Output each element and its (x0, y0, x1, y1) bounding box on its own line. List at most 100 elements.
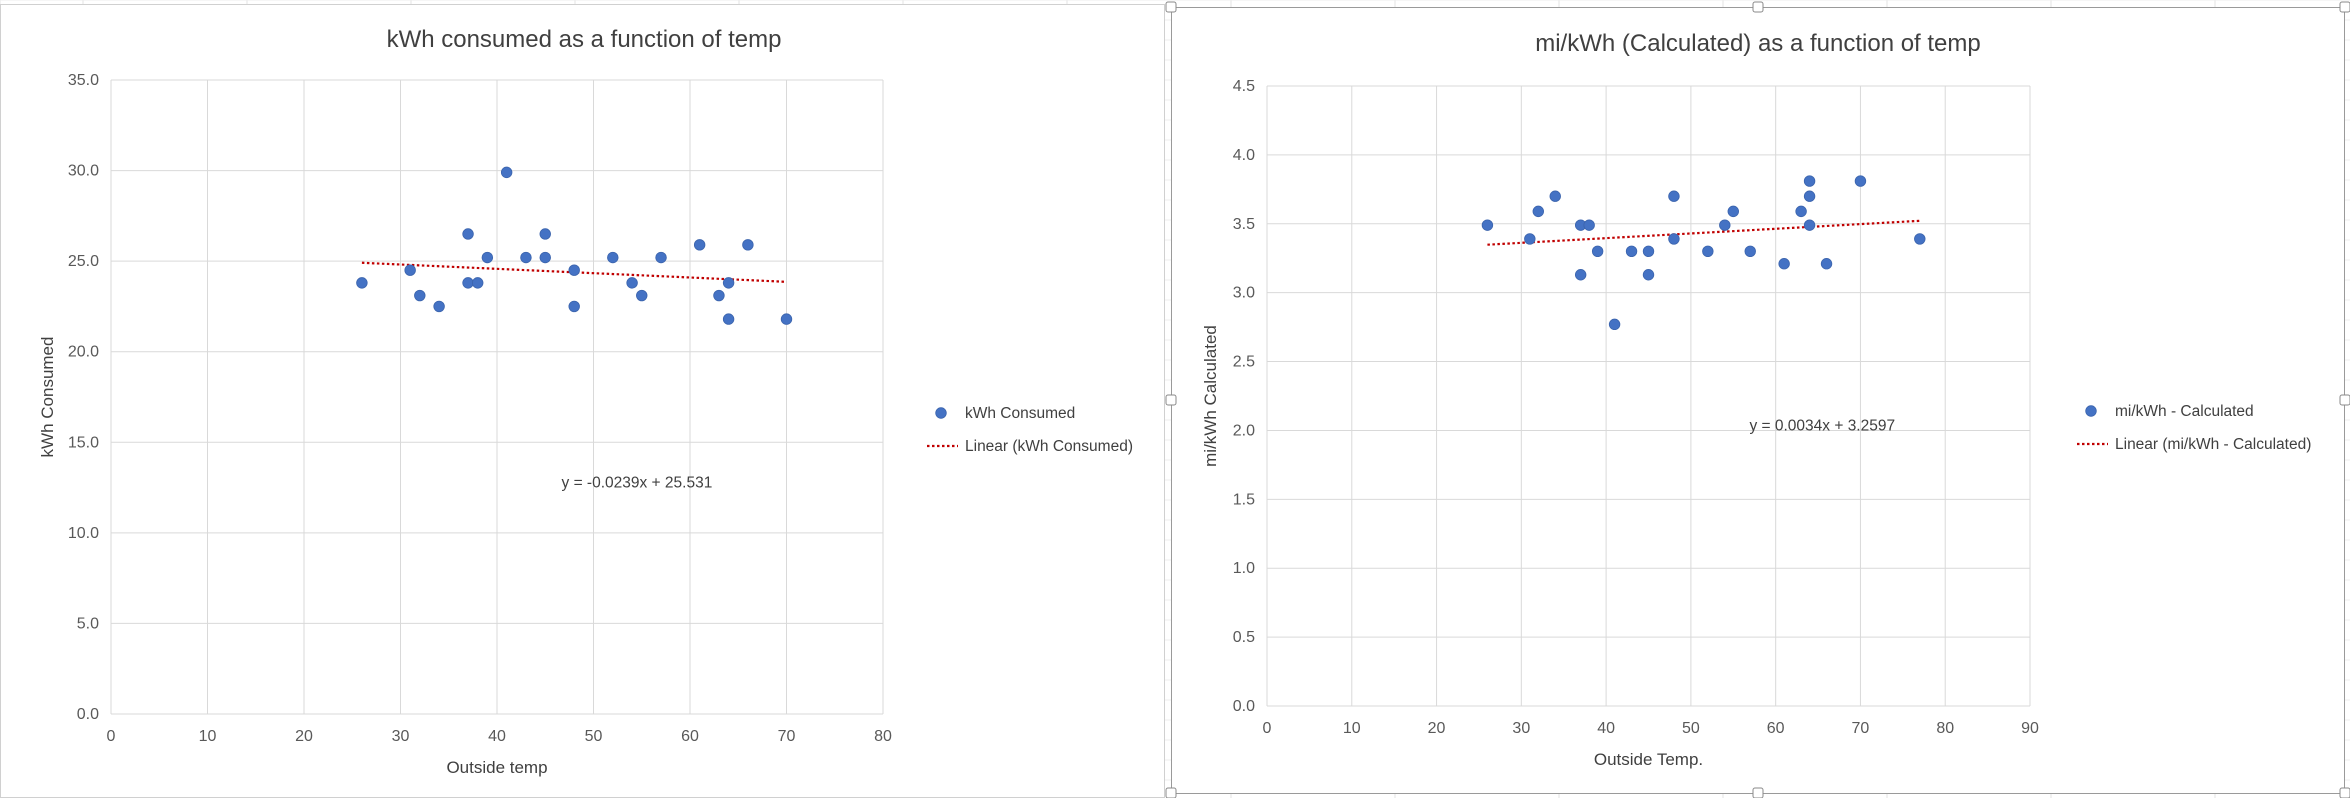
resize-handle[interactable] (1165, 1, 1177, 13)
data-point[interactable] (481, 251, 494, 264)
y-tick-label: 3.5 (1233, 216, 1255, 233)
y-tick-label: 4.0 (1233, 147, 1255, 164)
y-tick-label: 1.5 (1233, 491, 1255, 508)
data-point[interactable] (1591, 245, 1604, 258)
data-point[interactable] (1702, 245, 1714, 258)
legend-label-series: mi/kWh - Calculated (2115, 403, 2254, 420)
x-tick-label: 10 (199, 728, 217, 745)
data-point[interactable] (1642, 245, 1655, 258)
x-tick-label: 50 (585, 728, 603, 745)
chart-title: mi/kWh (Calculated) as a function of tem… (1535, 30, 1981, 57)
data-point[interactable] (693, 239, 706, 251)
data-point[interactable] (472, 277, 484, 289)
data-point[interactable] (404, 264, 416, 276)
data-point[interactable] (1803, 219, 1816, 231)
legend-label-trendline: Linear (kWh Consumed) (965, 438, 1133, 455)
y-tick-label: 2.0 (1233, 422, 1255, 439)
data-point[interactable] (722, 313, 735, 325)
x-tick-label: 30 (1512, 720, 1530, 737)
data-point[interactable] (1727, 205, 1739, 218)
resize-handle[interactable] (2339, 787, 2350, 798)
x-tick-label: 40 (488, 728, 506, 745)
data-point[interactable] (636, 289, 648, 302)
resize-handle[interactable] (1752, 1, 1764, 13)
y-tick-label: 15.0 (68, 434, 99, 451)
y-tick-label: 2.5 (1233, 354, 1255, 371)
legend-label-trendline: Linear (mi/kWh - Calculated) (2115, 436, 2311, 453)
trendline (1487, 219, 1920, 246)
y-tick-label: 35.0 (68, 72, 99, 89)
data-point[interactable] (1481, 219, 1494, 231)
data-point[interactable] (539, 251, 551, 264)
data-point[interactable] (607, 251, 619, 264)
y-tick-label: 30.0 (68, 163, 99, 180)
resize-handle[interactable] (1752, 787, 1764, 798)
data-point[interactable] (520, 251, 532, 264)
data-point[interactable] (1803, 175, 1816, 187)
trendline-equation: y = -0.0239x + 25.531 (562, 475, 713, 492)
x-tick-label: 40 (1597, 720, 1615, 737)
chart-frame[interactable] (0, 4, 1165, 798)
x-tick-label: 70 (1852, 720, 1870, 737)
data-point[interactable] (713, 289, 725, 302)
data-point[interactable] (568, 264, 580, 276)
resize-handle[interactable] (1165, 787, 1177, 798)
y-tick-label: 20.0 (68, 344, 99, 361)
data-point[interactable] (1549, 190, 1561, 202)
data-point[interactable] (1744, 245, 1756, 258)
data-point[interactable] (1914, 233, 1926, 245)
data-point[interactable] (414, 289, 426, 302)
data-point[interactable] (1719, 219, 1731, 231)
data-point[interactable] (1795, 205, 1807, 218)
data-point[interactable] (1668, 233, 1680, 245)
data-point[interactable] (780, 313, 793, 325)
y-tick-label: 10.0 (68, 525, 99, 542)
x-tick-label: 20 (295, 728, 313, 745)
data-point[interactable] (568, 300, 580, 313)
y-tick-label: 4.5 (1233, 78, 1255, 95)
y-tick-label: 5.0 (77, 615, 99, 632)
resize-handle[interactable] (2339, 1, 2350, 13)
legend-marker-series (2085, 405, 2097, 417)
data-point[interactable] (1524, 233, 1536, 245)
data-point[interactable] (1532, 205, 1544, 218)
data-point[interactable] (1820, 258, 1833, 270)
data-point[interactable] (1642, 269, 1655, 281)
data-point[interactable] (742, 239, 754, 251)
data-point[interactable] (655, 251, 667, 264)
data-point[interactable] (433, 300, 445, 313)
x-tick-label: 90 (2021, 720, 2039, 737)
data-point[interactable] (1625, 245, 1638, 258)
data-point[interactable] (1778, 258, 1790, 270)
legend-label-series: kWh Consumed (965, 405, 1075, 422)
x-tick-label: 0 (1263, 720, 1272, 737)
data-point[interactable] (1574, 269, 1587, 281)
chart-title: kWh consumed as a function of temp (387, 26, 782, 53)
resize-handle[interactable] (1165, 394, 1177, 406)
x-tick-label: 70 (778, 728, 796, 745)
y-tick-label: 25.0 (68, 253, 99, 270)
x-axis-title: Outside Temp. (1594, 750, 1703, 769)
data-point[interactable] (500, 166, 513, 179)
x-tick-label: 10 (1343, 720, 1361, 737)
data-point[interactable] (722, 277, 735, 289)
x-tick-label: 60 (1767, 720, 1785, 737)
data-point[interactable] (1608, 318, 1621, 331)
data-point[interactable] (626, 277, 638, 289)
data-point[interactable] (539, 228, 551, 240)
data-point[interactable] (1803, 190, 1816, 202)
trendline (361, 261, 787, 283)
data-point[interactable] (462, 228, 474, 240)
data-point[interactable] (356, 277, 368, 289)
x-tick-label: 20 (1428, 720, 1446, 737)
data-point[interactable] (1854, 175, 1867, 187)
resize-handle[interactable] (2339, 394, 2350, 406)
x-tick-label: 30 (392, 728, 410, 745)
data-point[interactable] (1668, 190, 1680, 202)
data-point[interactable] (1583, 219, 1595, 231)
chart-frame[interactable] (1171, 7, 2345, 794)
y-axis-title: mi/kWh Calculated (1201, 325, 1220, 467)
